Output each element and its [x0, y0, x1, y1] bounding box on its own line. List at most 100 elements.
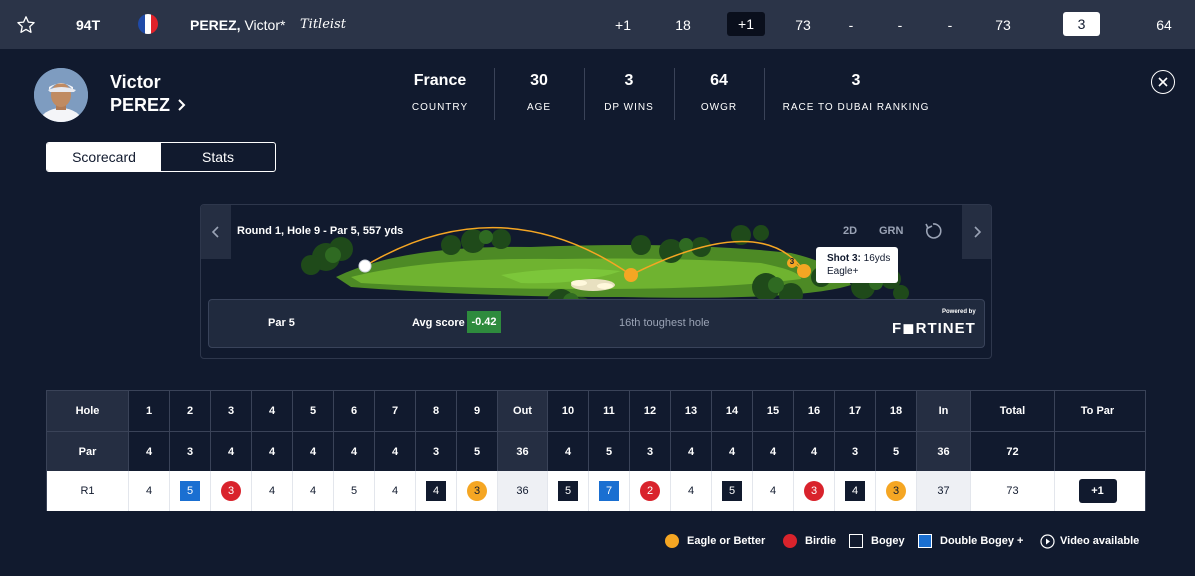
- score-cell-in: In: [917, 391, 971, 431]
- score-cell-17: 17: [835, 391, 876, 431]
- score-cell-2: 2: [170, 391, 211, 431]
- score-cell-17: 4: [835, 471, 876, 511]
- score-cell-in: 37: [917, 471, 971, 511]
- eagle-marker: 3: [886, 481, 906, 501]
- score-cell-13: 13: [671, 391, 712, 431]
- hole-row: Hole 1 2 3 4 5 6 7 8 9 Out 10 11 12 13 14 15 16 17 18 In Tota…: [47, 391, 1145, 431]
- score-cell-total: Total: [971, 391, 1055, 431]
- row-label: Hole: [47, 391, 129, 431]
- score-cell-11: 11: [589, 391, 630, 431]
- close-button[interactable]: [1151, 70, 1175, 94]
- scorecard-table: Hole 1 2 3 4 5 6 7 8 9 Out 10 11 12 13 14 15 16 17 18 In Tota…: [46, 390, 1146, 511]
- birdie-marker: 2: [640, 481, 660, 501]
- score-cell-16: 16: [794, 391, 835, 431]
- score-cell-in: 36: [917, 432, 971, 471]
- score-cell-12: 3: [630, 432, 671, 471]
- play-icon: [1040, 533, 1055, 549]
- player-profile-link[interactable]: PEREZ: [110, 95, 187, 116]
- replay-button[interactable]: [923, 221, 943, 241]
- score-cell-16: 4: [794, 432, 835, 471]
- r3-cell: -: [897, 16, 903, 33]
- stat-race-to-dubai: 3 RACE TO DUBAI RANKING: [782, 72, 930, 113]
- score-cell-16: 3: [794, 471, 835, 511]
- dbogey-marker: 5: [180, 481, 200, 501]
- score-cell-2: 5: [170, 471, 211, 511]
- score-cell-9: 9: [457, 391, 498, 431]
- score-cell-15: 4: [753, 432, 794, 471]
- score-cell-12: 12: [630, 391, 671, 431]
- replay-icon: [925, 223, 942, 239]
- avg-score-label: Avg score: [412, 317, 465, 329]
- tab-scorecard[interactable]: Scorecard: [47, 143, 161, 171]
- row-label: Par: [47, 432, 129, 471]
- score-cell-10: 4: [548, 432, 589, 471]
- leaderboard-row[interactable]: 94T PEREZ, Victor* Titleist +1 18 +1 73 …: [0, 0, 1195, 49]
- chevron-right-icon: [974, 226, 982, 238]
- score-cell-18: 3: [876, 471, 917, 511]
- view-2d-toggle[interactable]: 2D: [843, 225, 858, 237]
- score-cell-9: 5: [457, 432, 498, 471]
- score-cell-4: 4: [252, 432, 293, 471]
- dbogey-marker: 7: [599, 481, 619, 501]
- score-cell-11: 7: [589, 471, 630, 511]
- score-cell-to-par: To Par: [1080, 405, 1115, 417]
- prev-hole-button[interactable]: [201, 205, 231, 259]
- sponsor-logo-fortinet: F◼RTINET: [892, 320, 976, 337]
- to-par-cell: +1: [615, 16, 631, 33]
- score-cell-5: 4: [293, 432, 334, 471]
- score-cell-3: 3: [211, 471, 252, 511]
- eagle-marker: 3: [467, 481, 487, 501]
- par-row: Par 4 3 4 4 4 4 4 3 5 36 4 5 3 4 4 4 4 3 5 36 72: [47, 431, 1145, 471]
- bogey-marker: 4: [426, 481, 446, 501]
- avg-score-badge: -0.42: [467, 311, 501, 333]
- score-cell-3: 3: [211, 391, 252, 431]
- legend-eagle: Eagle or Better: [665, 532, 765, 550]
- score-cell-15: 15: [753, 391, 794, 431]
- view-green-toggle[interactable]: GRN: [879, 225, 904, 237]
- score-cell-13: 4: [671, 432, 712, 471]
- score-cell-4: 4: [252, 391, 293, 431]
- close-icon: [1158, 77, 1168, 87]
- r4-cell: -: [947, 16, 953, 33]
- score-cell-7: 4: [375, 471, 416, 511]
- legend-double-bogey: Double Bogey +: [918, 532, 1023, 550]
- sponsor-logo: Titleist: [300, 17, 346, 32]
- owgr-cell: 64: [1156, 16, 1172, 33]
- bogey-marker: 5: [558, 481, 578, 501]
- r2-cell: -: [848, 16, 854, 33]
- row-label: R1: [47, 471, 129, 511]
- round-row: R1 4 5 3 4 4 5 4 4 3 36 5 7 2 4 5 4 3 4 3 37 73 +1: [47, 471, 1145, 511]
- divider: [764, 68, 765, 120]
- shot-tooltip: Shot 3: 16yds Eagle+: [816, 247, 898, 283]
- score-cell-12: 2: [630, 471, 671, 511]
- shot-number-marker: 3: [789, 257, 795, 266]
- score-cell-18: 5: [876, 432, 917, 471]
- player-first-name: Victor*: [244, 16, 286, 33]
- double-bogey-square-icon: [918, 534, 932, 548]
- score-cell-17: 3: [835, 432, 876, 471]
- score-cell-out: 36: [498, 471, 548, 511]
- favorite-star-icon[interactable]: [16, 0, 36, 49]
- next-hole-button[interactable]: [962, 205, 991, 259]
- total-cell: 73: [995, 16, 1011, 33]
- player-name[interactable]: PEREZ, Victor*: [190, 0, 285, 49]
- score-cell-18: 18: [876, 391, 917, 431]
- hole-viewer: Round 1, Hole 9 - Par 5, 557 yds 2D GRN …: [200, 204, 992, 359]
- player-avatar: [34, 68, 88, 122]
- chevron-right-icon: [178, 99, 186, 111]
- score-cell-8: 8: [416, 391, 457, 431]
- thru-cell: 18: [675, 16, 691, 33]
- hole-title: Round 1, Hole 9 - Par 5, 557 yds: [237, 225, 404, 237]
- stat-owgr: 64 OWGR: [700, 72, 738, 113]
- player-last-name-large: PEREZ: [110, 95, 171, 115]
- divider: [674, 68, 675, 120]
- score-cell-14: 14: [712, 391, 753, 431]
- leaderboard-position: 94T: [76, 16, 101, 33]
- score-cell-4: 4: [252, 471, 293, 511]
- divider: [494, 68, 495, 120]
- view-tabs: Scorecard Stats: [46, 142, 276, 172]
- birdie-dot-icon: [783, 534, 797, 548]
- tab-stats[interactable]: Stats: [202, 149, 234, 165]
- score-cell-9: 3: [457, 471, 498, 511]
- powered-by-label: Powered by: [942, 309, 976, 315]
